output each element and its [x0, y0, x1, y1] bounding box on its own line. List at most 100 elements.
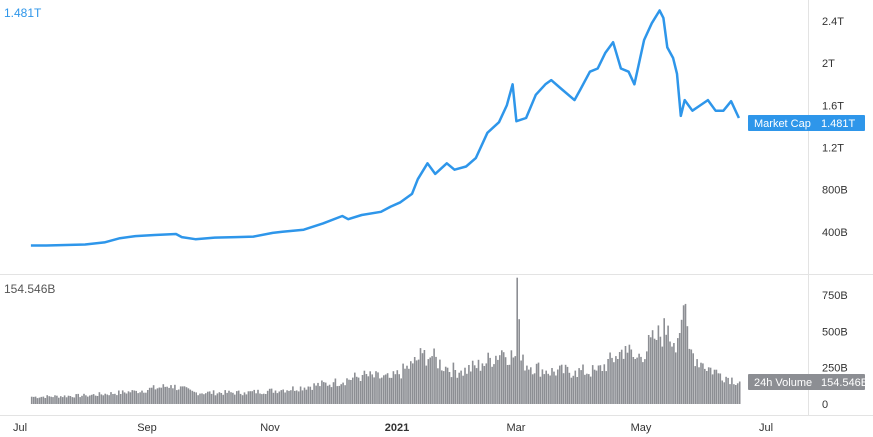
- volume-bar: [60, 396, 62, 404]
- volume-bar: [557, 369, 559, 404]
- time-tick-label: May: [631, 422, 652, 434]
- volume-bar: [475, 368, 478, 404]
- volume-bar: [431, 356, 433, 404]
- volume-bar: [340, 384, 342, 404]
- volume-bar: [615, 356, 617, 404]
- volume-bar: [560, 364, 563, 404]
- volume-bars: [30, 277, 741, 404]
- volume-bar: [707, 367, 710, 404]
- volume-bar: [96, 396, 99, 404]
- volume-y-axis: 0 250B 500B 750B: [822, 290, 848, 411]
- volume-bar: [485, 363, 488, 404]
- volume-bar: [152, 385, 155, 404]
- volume-bar: [263, 393, 265, 404]
- volume-bar: [574, 370, 577, 404]
- volume-bar: [390, 377, 393, 404]
- volume-bar: [632, 357, 635, 404]
- volume-bar: [373, 377, 375, 404]
- volume-bar: [700, 362, 702, 404]
- volume-bar: [63, 395, 66, 404]
- time-tick-label: 2021: [385, 422, 409, 434]
- volume-bar: [553, 371, 555, 404]
- time-axis: Jul Sep Nov 2021 Mar May Jul: [13, 422, 773, 434]
- volume-bar: [495, 355, 497, 404]
- volume-bar: [576, 377, 578, 404]
- volume-bar: [719, 373, 722, 404]
- volume-bar: [338, 385, 341, 404]
- volume-bar: [530, 367, 532, 404]
- volume-bar: [471, 360, 474, 404]
- volume-bar: [201, 393, 203, 404]
- volume-bar: [599, 365, 602, 404]
- volume-bar: [738, 381, 741, 404]
- volume-bar: [649, 337, 652, 404]
- volume-bar: [675, 352, 677, 404]
- volume-bar: [89, 395, 91, 404]
- volume-bar: [210, 393, 213, 404]
- volume-bar: [586, 373, 588, 404]
- volume-bar: [226, 392, 228, 404]
- volume-bar: [454, 370, 457, 404]
- volume-bar: [239, 393, 242, 404]
- volume-bar: [684, 303, 687, 404]
- price-y-tick-label: 400B: [822, 227, 848, 239]
- volume-bar: [429, 357, 431, 404]
- volume-bar: [516, 277, 518, 404]
- volume-bar: [624, 346, 627, 404]
- market-cap-line: [30, 9, 741, 247]
- volume-bar: [410, 361, 412, 404]
- volume-bar: [597, 365, 600, 404]
- volume-bar: [195, 392, 197, 404]
- volume-bar: [379, 378, 381, 404]
- volume-bar: [617, 359, 619, 404]
- volume-bar: [468, 365, 470, 404]
- volume-bar: [460, 370, 462, 404]
- volume-bar: [618, 352, 621, 404]
- volume-bar: [582, 364, 584, 404]
- price-y-tick-label: 2.4T: [822, 16, 844, 28]
- time-tick-label: Nov: [260, 422, 280, 434]
- volume-bar: [520, 360, 522, 404]
- volume-bar: [71, 397, 74, 404]
- volume-bar: [539, 376, 542, 404]
- volume-bar: [483, 366, 486, 404]
- volume-bar: [727, 377, 729, 404]
- volume-bar: [133, 390, 136, 404]
- volume-bar: [346, 378, 348, 404]
- volume-bar: [651, 330, 654, 404]
- volume-bar: [154, 389, 157, 404]
- volume-bar: [709, 367, 712, 404]
- volume-bar: [692, 353, 694, 404]
- volume-bar: [661, 346, 664, 404]
- volume-bar: [678, 333, 681, 404]
- volume-bar: [388, 377, 391, 404]
- volume-bar: [156, 388, 159, 404]
- volume-bar: [725, 376, 727, 404]
- volume-bar: [603, 364, 606, 404]
- volume-bar: [601, 371, 604, 404]
- volume-bar: [189, 389, 192, 404]
- volume-bar: [456, 377, 459, 404]
- volume-bar: [559, 365, 561, 404]
- volume-bar: [121, 390, 124, 404]
- volume-bar: [622, 358, 625, 404]
- volume-bar: [176, 390, 178, 404]
- volume-bar: [191, 390, 194, 404]
- volume-bar: [212, 390, 215, 404]
- volume-bar: [61, 397, 64, 404]
- volume-bar: [731, 377, 733, 404]
- volume-bar: [104, 393, 106, 404]
- volume-bar: [336, 386, 339, 404]
- volume-bar: [677, 338, 679, 404]
- volume-bar: [123, 392, 126, 404]
- volume-bar: [448, 372, 451, 404]
- volume-bar: [607, 359, 609, 404]
- time-tick-label: Jul: [13, 422, 27, 434]
- volume-bar: [566, 366, 569, 404]
- volume-y-tick-label: 250B: [822, 363, 848, 375]
- volume-bar: [425, 365, 428, 404]
- volume-bar: [295, 390, 298, 404]
- volume-bar: [317, 382, 319, 404]
- volume-bar: [187, 388, 190, 404]
- volume-bar: [501, 350, 503, 404]
